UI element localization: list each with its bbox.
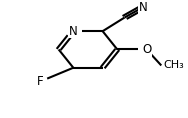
- Text: N: N: [69, 25, 78, 38]
- Text: O: O: [142, 43, 151, 56]
- Text: N: N: [139, 1, 147, 14]
- Text: F: F: [37, 75, 44, 88]
- Text: CH₃: CH₃: [163, 60, 184, 70]
